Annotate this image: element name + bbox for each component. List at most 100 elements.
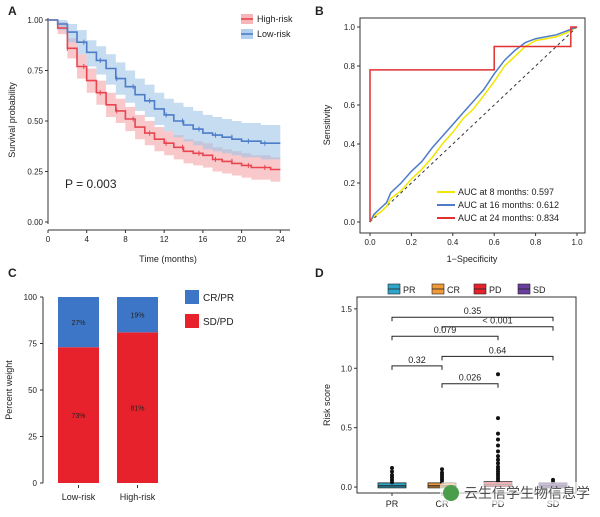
bar-crpr-label: 27% xyxy=(71,320,85,327)
box-comparison-pvalue: 0.64 xyxy=(489,345,507,355)
box-legend-label: CR xyxy=(447,285,460,295)
bar-y-tick-label: 50 xyxy=(28,386,37,395)
panel-label-a: A xyxy=(8,4,17,18)
roc-plot-frame xyxy=(359,17,586,234)
bar-sdpd-label: 73% xyxy=(71,413,85,420)
km-ci-band-low-risk xyxy=(48,20,281,160)
bar-crpr-label: 19% xyxy=(130,313,144,320)
bar-y-axis-label: Percent weight xyxy=(4,360,14,420)
km-y-axis-label: Survival probability xyxy=(7,82,17,158)
roc-diagonal-reference xyxy=(369,26,578,223)
bar-y-tick-label: 75 xyxy=(28,340,37,349)
box-legend-label: SD xyxy=(533,285,546,295)
box-outlier-point xyxy=(496,437,500,442)
roc-x-axis-label: 1−Specificity xyxy=(447,254,498,264)
km-x-tick-label: 0 xyxy=(46,235,51,244)
box-comparison-pvalue: 0.35 xyxy=(464,306,482,316)
roc-x-tick-label: 0.2 xyxy=(406,238,418,247)
box-outlier-point xyxy=(496,464,500,469)
box-comparison-pvalue: < 0.001 xyxy=(482,316,512,326)
box-x-tick-label: PR xyxy=(386,499,399,509)
box-outlier-point xyxy=(551,477,555,482)
response-bar-chart: Percent weight 0 25 50 75 100 73% 27% Low-risk 8… xyxy=(4,290,234,502)
box-comparison-bracket xyxy=(391,335,499,341)
box-outlier-point xyxy=(440,470,444,475)
roc-curve-1 xyxy=(369,26,578,223)
box-y-axis-label: Risk score xyxy=(322,384,332,426)
km-y-tick-label: 1.00 xyxy=(27,16,43,25)
km-x-axis-label: Time (months) xyxy=(139,254,197,264)
bar-legend-swatch xyxy=(185,290,199,304)
roc-y-axis-label: Sensitivity xyxy=(322,104,332,145)
km-legend-label: Low-risk xyxy=(257,29,291,39)
km-y-tick-label: 0.00 xyxy=(27,218,43,227)
km-pvalue: P = 0.003 xyxy=(65,177,117,191)
box-outlier-point xyxy=(496,431,500,436)
box-outlier-point xyxy=(496,372,500,377)
bar-y-tick-label: 100 xyxy=(24,293,38,302)
box-outlier-point xyxy=(496,416,500,421)
km-curve-high-risk xyxy=(48,19,281,171)
roc-x-tick-label: 0.0 xyxy=(364,238,376,247)
panel-label-d: D xyxy=(315,266,324,280)
roc-y-tick-label: 0.6 xyxy=(344,101,356,110)
km-y-tick-label: 0.75 xyxy=(27,67,43,76)
roc-y-tick-label: 0.8 xyxy=(344,62,356,71)
box-y-tick-label: 1.5 xyxy=(341,305,353,314)
panel-label-c: C xyxy=(8,266,17,280)
watermark-text: 云生信学生物信息学 xyxy=(464,485,590,502)
bar-y-tick-label: 0 xyxy=(33,479,38,488)
box-outlier-point xyxy=(390,466,394,471)
roc-x-tick-label: 0.8 xyxy=(530,238,542,247)
km-x-tick-label: 24 xyxy=(276,235,285,244)
bar-sdpd-high-risk xyxy=(117,332,158,483)
box-comparison-bracket xyxy=(441,326,554,331)
box-comparison-bracket xyxy=(391,316,554,322)
roc-x-tick-label: 0.4 xyxy=(447,238,459,247)
watermark-logo-icon xyxy=(443,485,459,501)
box-legend-label: PD xyxy=(489,285,502,295)
box-outlier-point xyxy=(496,461,500,466)
bar-crpr-high-risk xyxy=(117,297,158,333)
roc-x-tick-label: 1.0 xyxy=(571,238,583,247)
box-outlier-point xyxy=(496,443,500,448)
roc-y-tick-label: 0.2 xyxy=(344,179,356,188)
bar-legend-label: SD/PD xyxy=(203,317,234,328)
bar-legend-label: CR/PR xyxy=(203,293,234,304)
box-outlier-point xyxy=(390,473,394,478)
box-x-tick-label: PD xyxy=(492,499,505,509)
roc-curve-3 xyxy=(369,26,577,222)
box-y-tick-label: 0.5 xyxy=(341,424,353,433)
bar-sdpd-label: 81% xyxy=(130,406,144,413)
bar-x-tick-label: High-risk xyxy=(120,492,156,502)
roc-y-tick-label: 0.0 xyxy=(344,218,356,227)
watermark-badge: 云生信学生物信息学 xyxy=(440,482,596,504)
bar-x-tick-label: Low-risk xyxy=(62,492,96,502)
km-survival-chart: P = 0.003 Time (months) Survival probabi… xyxy=(7,14,293,264)
bar-legend-swatch xyxy=(185,314,199,328)
box-legend-label: PR xyxy=(403,285,416,295)
box-y-tick-label: 1.0 xyxy=(341,364,353,373)
km-x-tick-label: 12 xyxy=(160,235,169,244)
km-x-tick-label: 16 xyxy=(198,235,207,244)
km-ci-band-high-risk xyxy=(48,20,281,182)
box-comparison-pvalue: 0.026 xyxy=(459,373,482,383)
roc-legend-label: AUC at 24 months: 0.834 xyxy=(458,213,559,223)
box-comparison-bracket xyxy=(441,383,499,388)
km-x-tick-label: 20 xyxy=(237,235,246,244)
box-outlier-point xyxy=(440,467,444,472)
km-x-tick-label: 8 xyxy=(123,235,128,244)
roc-y-tick-label: 0.4 xyxy=(344,140,356,149)
panel-label-b: B xyxy=(315,4,324,18)
roc-y-tick-label: 1.0 xyxy=(344,23,356,32)
bar-crpr-low-risk xyxy=(58,297,99,348)
box-comparison-bracket xyxy=(441,355,554,361)
box-outlier-point xyxy=(496,449,500,454)
box-outlier-point xyxy=(496,457,500,462)
km-x-tick-label: 4 xyxy=(84,235,89,244)
roc-x-tick-label: 0.6 xyxy=(489,238,501,247)
box-outlier-point xyxy=(390,469,394,474)
risk-score-boxplot: Risk score 0.0 0.5 1.0 1.5 PR CR PD SD 0.35< 0.0… xyxy=(322,283,577,509)
box-comparison-pvalue: 0.32 xyxy=(408,355,426,365)
